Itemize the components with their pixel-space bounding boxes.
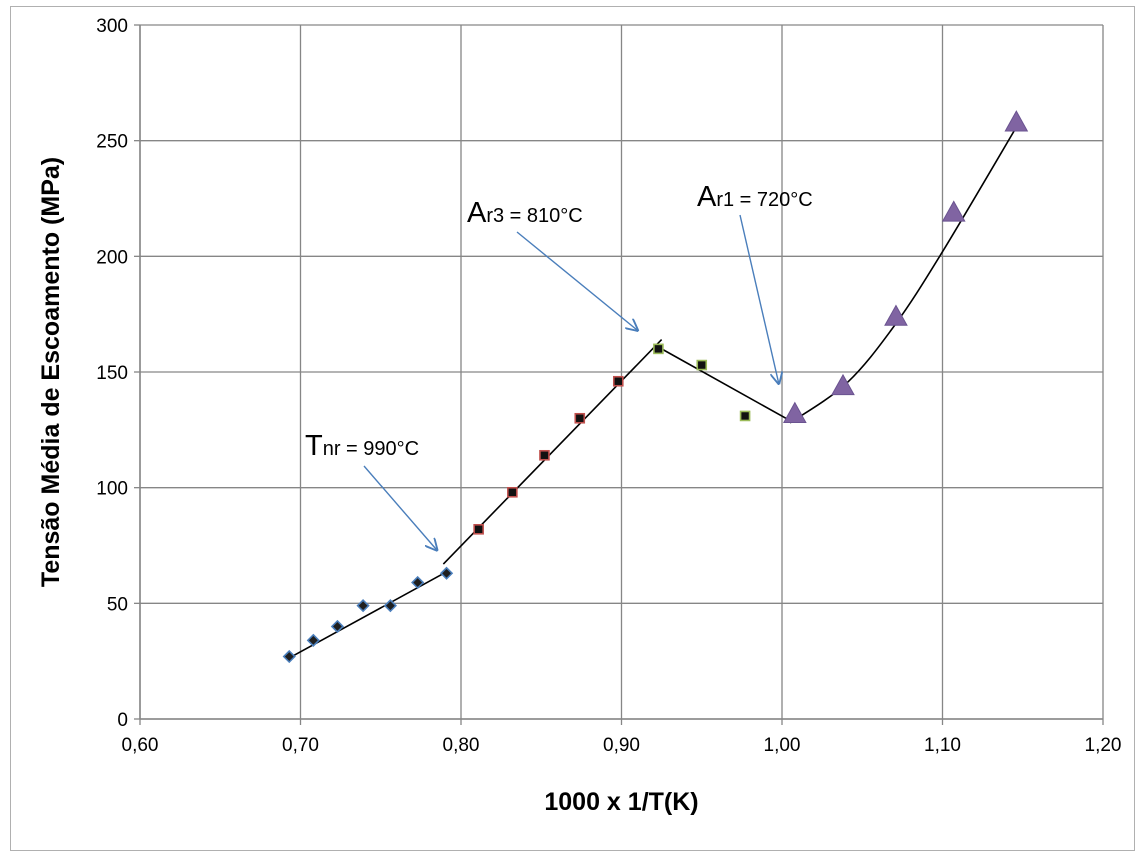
x-tick-label: 0,80 [443,735,480,756]
y-tick-label: 150 [96,363,128,384]
grid [140,25,1103,719]
data-point [741,411,750,420]
data-point [441,568,452,579]
annotation-arrow [517,232,638,330]
data-point [614,377,623,386]
data-points [284,111,1028,662]
data-point [474,525,483,534]
data-point [885,305,907,325]
y-tick-label: 250 [96,132,128,153]
data-point [308,635,319,646]
data-point [697,361,706,370]
y-tick-label: 0 [117,710,128,731]
data-point [284,651,295,662]
annotation-arrow [740,215,779,384]
data-point [385,600,396,611]
x-tick-label: 1,00 [764,735,801,756]
x-tick-label: 0,90 [603,735,640,756]
annotation-label: Ar3 = 810°C [467,197,583,229]
data-point [540,451,549,460]
axes [134,25,1103,725]
x-tick-label: 1,10 [924,735,961,756]
y-tick-label: 100 [96,479,128,500]
trend-line-4 [790,124,1018,422]
data-point [575,414,584,423]
x-axis-title: 1000 x 1/T(K) [544,788,698,816]
data-point [654,344,663,353]
data-point [943,201,965,221]
x-tick-label: 1,20 [1085,735,1122,756]
y-tick-label: 200 [96,247,128,268]
trend-lines [288,124,1018,658]
data-point [358,600,369,611]
x-tick-label: 0,70 [282,735,319,756]
data-point [508,488,517,497]
trend-line-3 [662,349,790,421]
data-point [832,375,854,395]
y-axis-title: Tensão Média de Escoamento (MPa) [37,157,65,587]
data-point [784,403,806,423]
annotation-label: Tnr = 990°C [305,430,419,462]
y-tick-label: 50 [107,594,128,615]
data-point [1005,111,1027,131]
annotation-label: Ar1 = 720°C [697,181,813,213]
x-tick-label: 0,60 [122,735,159,756]
trend-line-1 [288,571,449,659]
annotations: Tnr = 990°C Ar3 = 810°C Ar1 = 720°C [305,181,813,550]
tick-labels: 0,60 0,70 0,80 0,90 1,00 1,10 1,20 0 50 100 150 200… [96,16,1121,756]
annotation-arrow [364,466,437,550]
y-tick-label: 300 [96,16,128,37]
